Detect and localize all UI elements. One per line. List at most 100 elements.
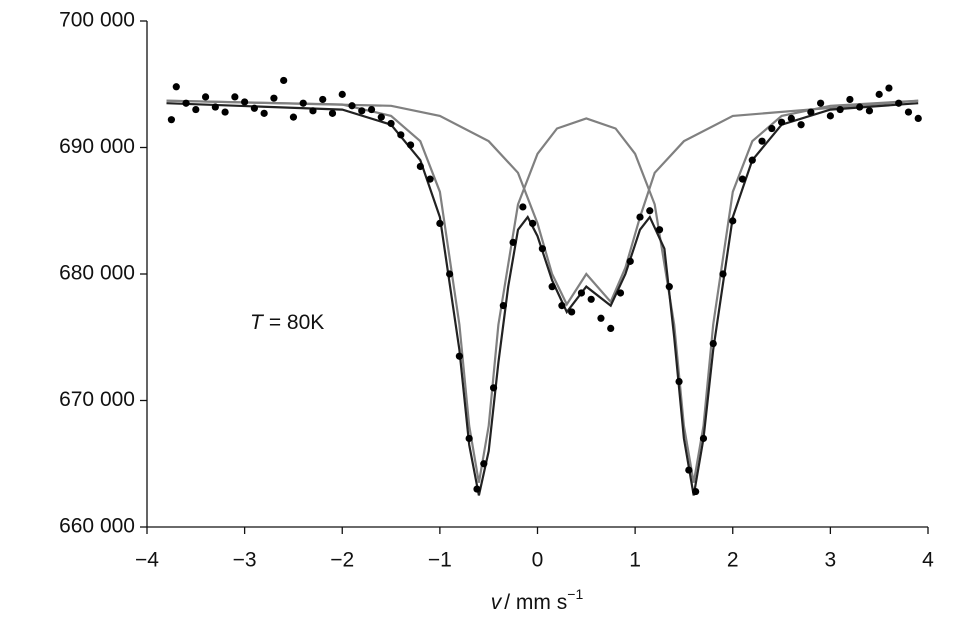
data-point xyxy=(416,162,424,171)
data-point xyxy=(548,283,556,291)
x-tick-label: 1 xyxy=(629,549,641,572)
data-point xyxy=(211,103,219,111)
x-tick-label: 0 xyxy=(532,549,544,572)
data-point xyxy=(397,131,405,139)
data-point xyxy=(167,116,176,124)
y-tick-label: 700 000 xyxy=(59,9,135,32)
data-point xyxy=(826,112,834,120)
data-point xyxy=(406,141,415,149)
data-point xyxy=(465,434,473,443)
data-point xyxy=(777,118,786,126)
data-point xyxy=(348,102,356,110)
data-point xyxy=(241,98,249,106)
annotation-symbol: T xyxy=(250,311,265,334)
y-tick-label: 690 000 xyxy=(59,135,135,158)
data-point xyxy=(309,107,317,115)
data-point xyxy=(895,99,903,107)
data-point xyxy=(436,219,444,227)
data-point xyxy=(367,105,376,114)
data-point xyxy=(172,83,180,91)
data-point xyxy=(768,124,776,133)
data-point xyxy=(182,99,190,107)
data-point xyxy=(201,93,210,101)
x-tick-label: −1 xyxy=(428,549,452,572)
data-point xyxy=(646,207,654,215)
data-point xyxy=(626,257,634,265)
data-point xyxy=(675,377,683,386)
data-point xyxy=(221,108,229,116)
data-point xyxy=(280,76,288,85)
data-point xyxy=(817,99,825,107)
data-point xyxy=(719,270,727,278)
x-tick-label: −4 xyxy=(135,549,159,572)
data-point xyxy=(509,238,517,246)
annotation-text: = 80K xyxy=(269,311,324,334)
data-point xyxy=(358,107,366,115)
y-tick-label: 660 000 xyxy=(59,515,135,538)
data-point xyxy=(446,270,454,278)
x-axis-label: v / mm s−1 xyxy=(491,586,584,614)
x-label-symbol: v xyxy=(491,591,503,614)
data-point xyxy=(692,487,700,496)
data-point xyxy=(289,113,298,121)
data-point xyxy=(807,108,815,116)
fit-line xyxy=(166,99,919,483)
data-point xyxy=(489,384,498,392)
data-point xyxy=(904,108,913,116)
data-point xyxy=(875,90,883,98)
data-point xyxy=(636,213,644,221)
data-point xyxy=(426,175,434,183)
data-point xyxy=(914,114,922,123)
data-point xyxy=(568,308,576,316)
data-point xyxy=(455,352,463,360)
data-point xyxy=(270,94,278,102)
data-point xyxy=(748,156,756,164)
data-point xyxy=(797,121,805,129)
x-tick-label: 3 xyxy=(825,549,837,572)
data-point xyxy=(685,466,693,474)
data-point xyxy=(709,339,717,348)
x-tick-label: −2 xyxy=(330,549,354,572)
data-point xyxy=(192,105,200,114)
data-point xyxy=(260,109,268,117)
data-point xyxy=(338,90,346,98)
data-point xyxy=(787,114,795,123)
data-point xyxy=(377,113,385,121)
data-point xyxy=(529,219,537,227)
data-point xyxy=(856,103,864,111)
x-tick-label: 2 xyxy=(727,549,739,572)
fit-line xyxy=(166,102,919,496)
data-point xyxy=(616,289,625,297)
data-point xyxy=(846,95,854,104)
data-point xyxy=(231,93,239,101)
data-point xyxy=(655,226,664,234)
data-point xyxy=(665,283,673,291)
x-tick-label: 4 xyxy=(922,549,934,572)
data-point xyxy=(699,434,708,443)
data-point xyxy=(387,119,395,128)
data-point xyxy=(758,137,766,145)
data-point xyxy=(473,485,481,493)
data-point xyxy=(499,302,507,310)
annotation: T = 80K xyxy=(250,311,324,334)
data-point xyxy=(607,324,615,332)
data-point xyxy=(480,460,488,468)
data-point xyxy=(319,95,327,104)
data-point xyxy=(558,302,566,310)
data-point xyxy=(519,203,527,211)
data-point xyxy=(299,99,307,107)
x-label-unit: / mm s xyxy=(504,591,567,614)
data-point xyxy=(597,314,605,322)
data-point xyxy=(836,105,844,114)
y-tick-label: 670 000 xyxy=(59,388,135,411)
data-point xyxy=(587,295,595,303)
data-point xyxy=(738,175,747,183)
data-point xyxy=(885,84,893,92)
data-point xyxy=(328,109,337,117)
fit-line xyxy=(166,99,919,307)
data-point xyxy=(577,289,586,297)
data-point xyxy=(538,245,546,253)
x-tick-label: −3 xyxy=(233,549,257,572)
data-point xyxy=(250,104,258,112)
